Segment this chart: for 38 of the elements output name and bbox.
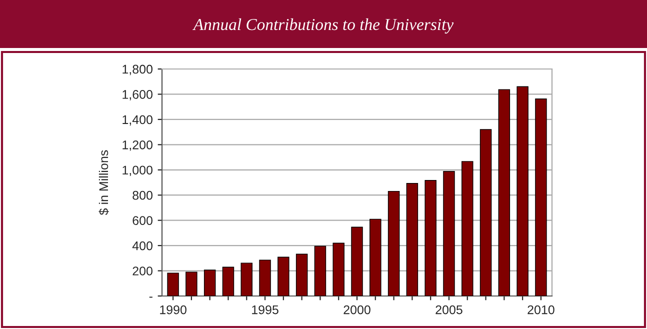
bar xyxy=(498,89,510,296)
y-axis-title: $ in Millions xyxy=(98,150,109,216)
bar xyxy=(259,260,271,296)
bar xyxy=(314,246,326,296)
y-tick-label: 600 xyxy=(132,216,152,225)
x-tick-label: 2005 xyxy=(436,305,462,314)
bar xyxy=(351,226,363,296)
bar xyxy=(480,129,492,296)
bar xyxy=(186,272,198,296)
y-tick-label: 1,600 xyxy=(122,90,152,100)
bar xyxy=(240,262,252,296)
bar xyxy=(370,218,382,296)
x-tick-label: 1990 xyxy=(160,305,186,314)
bar xyxy=(516,86,528,296)
bar xyxy=(278,256,290,296)
chart-title: Annual Contributions to the University xyxy=(192,18,454,34)
bar xyxy=(406,183,418,296)
bar xyxy=(296,254,308,296)
y-tick-label: 1,800 xyxy=(122,64,152,76)
y-tick-label: - xyxy=(149,296,152,298)
y-tick-label: 1,400 xyxy=(122,115,152,126)
y-tick-label: 400 xyxy=(132,241,152,250)
bar xyxy=(332,242,344,296)
x-tick-label: 2010 xyxy=(528,305,554,314)
x-tick-label: 2000 xyxy=(344,305,370,314)
bar xyxy=(222,266,234,296)
bar xyxy=(535,98,547,296)
x-tick-label: 1995 xyxy=(252,305,278,314)
y-tick-label: 1,200 xyxy=(122,140,152,151)
bar xyxy=(204,270,216,296)
y-tick-label: 800 xyxy=(132,190,152,200)
bar xyxy=(424,180,436,296)
y-tick-label: 1,000 xyxy=(122,166,152,176)
bar xyxy=(462,161,474,296)
bar xyxy=(388,190,400,296)
bar xyxy=(443,171,455,296)
y-tick-label: 200 xyxy=(132,266,152,276)
bar xyxy=(167,272,179,296)
